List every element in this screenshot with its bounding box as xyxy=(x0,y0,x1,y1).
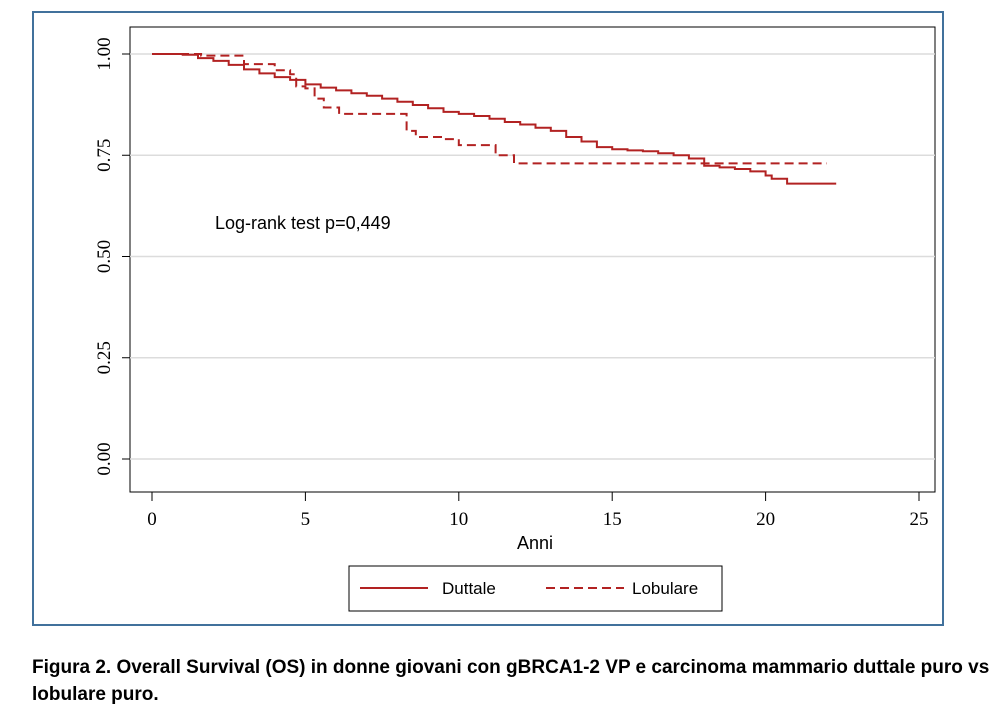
x-axis-title: Anni xyxy=(517,533,553,553)
x-tick-label: 0 xyxy=(147,509,157,530)
x-tick-label: 20 xyxy=(756,509,775,530)
legend-label-duttale: Duttale xyxy=(442,579,496,598)
y-tick-label: 0.25 xyxy=(94,341,115,374)
series-line-lobulare xyxy=(152,53,827,165)
figure-frame: 0.00 0.25 0.50 0.75 1.00 0 5 10 15 20 25 Anni Log-ra… xyxy=(32,11,944,626)
y-tick-label: 0.75 xyxy=(94,139,115,172)
y-tick-label: 0.50 xyxy=(94,240,115,273)
legend-box xyxy=(348,565,723,612)
x-tick-label: 25 xyxy=(910,509,929,530)
survival-chart: 0.00 0.25 0.50 0.75 1.00 0 5 10 15 20 25 Anni Log-ra… xyxy=(94,26,936,612)
x-tick-label: 5 xyxy=(301,509,311,530)
series-line-duttale xyxy=(152,53,837,185)
x-tick-label: 10 xyxy=(449,509,468,530)
y-tick-label: 0.00 xyxy=(94,442,115,475)
plot-region-border xyxy=(129,26,936,493)
y-tick-label: 1.00 xyxy=(94,37,115,70)
x-tick-label: 15 xyxy=(603,509,622,530)
log-rank-annotation: Log-rank test p=0,449 xyxy=(215,213,391,233)
legend-label-lobulare: Lobulare xyxy=(632,579,698,598)
figure-caption: Figura 2. Overall Survival (OS) in donne… xyxy=(32,657,990,705)
